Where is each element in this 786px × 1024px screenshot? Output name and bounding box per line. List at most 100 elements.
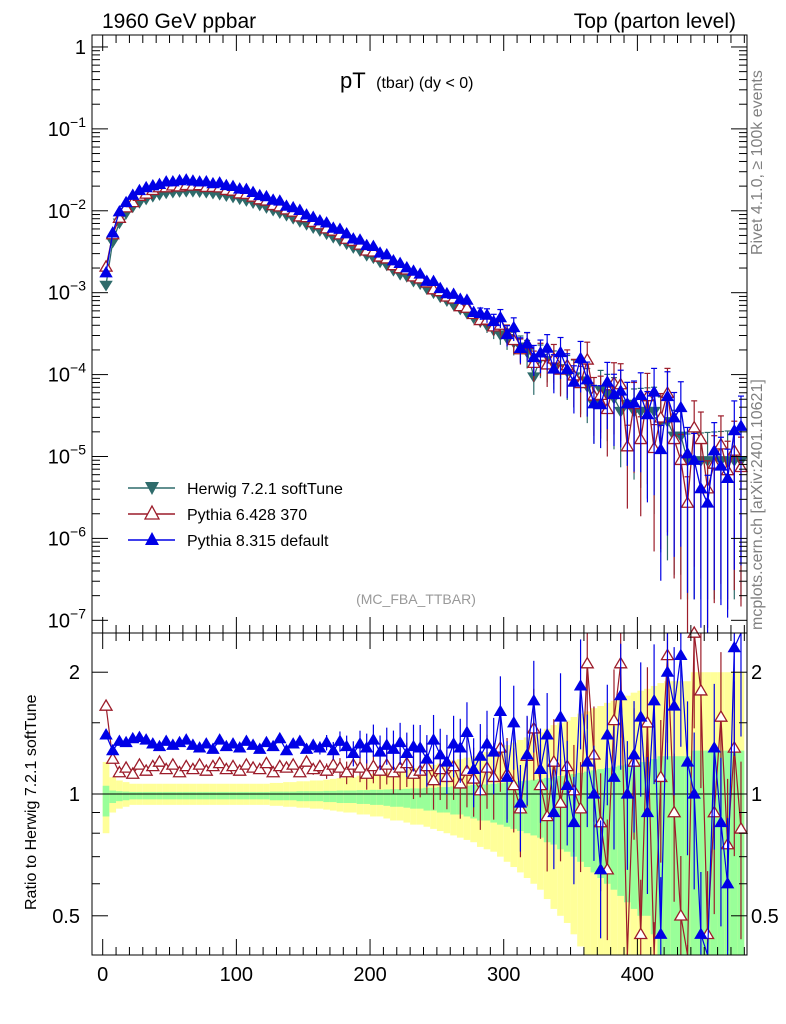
x-tick-label: 300	[487, 964, 520, 986]
main-point-pythia8	[613, 384, 628, 396]
band-inner	[289, 791, 297, 801]
ratio-point-pythia8	[627, 748, 641, 760]
ratio-point-pythia8	[720, 876, 735, 889]
band-inner	[403, 788, 411, 808]
band-inner	[390, 789, 397, 807]
band-inner	[336, 790, 344, 804]
main-point-pythia8	[99, 265, 113, 278]
ratio-point-pythia6	[165, 757, 181, 770]
ratio-point-pythia8	[386, 742, 401, 754]
main-point-pythia8	[239, 182, 254, 195]
ratio-point-pythia6	[212, 756, 227, 769]
ratio-point-pythia6	[239, 757, 254, 770]
ratio-point-pythia6	[98, 698, 114, 711]
band-inner	[169, 791, 177, 800]
ratio-point-pythia8	[527, 693, 541, 706]
legend-label-pythia8: Pythia 8.315 default	[187, 533, 329, 550]
ratio-point-pythia8	[319, 735, 334, 748]
band-inner	[637, 761, 645, 916]
ratio-point-pythia6	[118, 760, 134, 773]
title-main: pT	[340, 68, 366, 93]
ratio-point-pythia6	[172, 765, 187, 778]
ratio-point-pythia8	[620, 787, 635, 799]
ratio-point-pythia6	[332, 760, 348, 773]
main-point-pythia8	[319, 216, 334, 228]
main-point-herwig	[99, 280, 113, 292]
ratio-point-pythia6	[192, 757, 207, 770]
main-point-pythia8	[667, 410, 681, 423]
ratio-point-pythia6	[640, 715, 655, 728]
band-inner	[162, 791, 170, 800]
y-tick-label: 10−1	[48, 114, 86, 141]
main-point-pythia8	[366, 239, 381, 252]
mcplots-label: mcplots.cern.ch [arXiv:2401.10621]	[749, 379, 766, 630]
band-inner	[383, 789, 391, 806]
ratio-point-pythia6	[286, 757, 301, 770]
main-point-pythia8	[507, 320, 521, 333]
band-inner	[329, 790, 337, 803]
band-inner	[423, 787, 431, 811]
main-line-herwig	[105, 190, 741, 461]
ratio-point-pythia8	[593, 862, 608, 875]
y-tick-label: 10−7	[48, 605, 86, 632]
y-tick-label: 10−5	[48, 442, 86, 469]
ratio-point-pythia8	[540, 728, 554, 740]
ratio-point-pythia8	[212, 733, 227, 745]
ratio-point-pythia8	[680, 755, 695, 767]
band-inner	[102, 785, 110, 817]
band-inner	[316, 791, 324, 802]
main-point-pythia8	[547, 362, 561, 374]
main-point-pythia8	[627, 396, 641, 408]
ratio-point-pythia6	[553, 795, 568, 808]
main-point-pythia8	[226, 179, 240, 192]
ratio-series-pythia8	[99, 632, 742, 956]
band-inner	[109, 790, 117, 804]
main-point-pythia8	[112, 205, 127, 217]
main-point-pythia8	[339, 226, 354, 239]
band-inner	[209, 791, 217, 800]
main-point-pythia8	[654, 442, 668, 455]
ratio-point-pythia8	[393, 735, 407, 748]
ratio-point-pythia8	[640, 805, 655, 818]
ratio-point-pythia6	[319, 763, 334, 776]
band-inner	[617, 765, 625, 896]
ratio-point-pythia8	[413, 741, 427, 753]
band-inner	[223, 791, 230, 800]
main-point-pythia8	[687, 453, 701, 465]
main-point-pythia8	[520, 337, 534, 349]
ratio-point-pythia8	[660, 665, 675, 677]
band-inner	[697, 750, 705, 955]
rivet-label: Rivet 4.1.0, ≥ 100k events	[749, 70, 766, 255]
ratio-point-pythia6	[606, 713, 622, 726]
ratio-point-pythia8	[339, 739, 354, 752]
ratio-point-pythia8	[613, 688, 628, 701]
ratio-point-pythia8	[553, 710, 568, 722]
band-inner	[236, 791, 244, 800]
main-point-herwig	[105, 237, 120, 249]
ratio-point-pythia6	[152, 754, 167, 767]
ratio-point-pythia8	[674, 648, 688, 661]
ratio-point-pythia8	[634, 710, 648, 722]
ratio-point-pythia6	[312, 759, 328, 772]
ratio-point-pythia8	[433, 748, 447, 760]
ratio-point-pythia6	[453, 776, 468, 789]
ratio-point-pythia6	[326, 757, 341, 770]
main-point-pythia8	[119, 195, 133, 208]
band-inner	[196, 791, 203, 800]
legend-entry-herwig: Herwig 7.2.1 softTune	[128, 481, 343, 498]
main-point-pythia8	[634, 388, 648, 400]
main-point-pythia8	[573, 351, 588, 364]
analysis-tag: (MC_FBA_TTBAR)	[356, 591, 476, 607]
ratio-point-pythia8	[587, 787, 601, 799]
legend-marker-pythia8	[145, 532, 159, 545]
band-inner	[189, 791, 197, 800]
ratio-point-pythia8	[667, 699, 681, 711]
main-point-pythia6	[693, 432, 709, 445]
y-tick-label: 1	[75, 37, 86, 59]
ratio-point-pythia8	[647, 693, 661, 706]
ratio-point-pythia8	[226, 737, 240, 749]
ratio-point-pythia6	[573, 801, 588, 814]
band-inner	[149, 791, 157, 800]
legend-marker-herwig	[145, 482, 159, 495]
ratio-point-pythia6	[580, 656, 595, 669]
